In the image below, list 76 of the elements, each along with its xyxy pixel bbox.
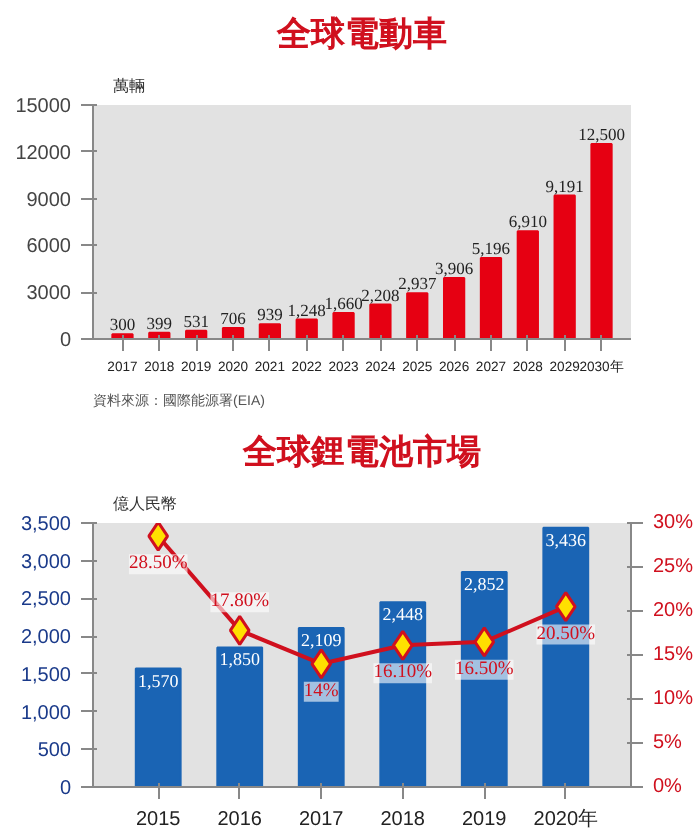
data-label: 1,850 bbox=[219, 649, 261, 670]
point bbox=[554, 591, 577, 623]
data-label: 1,248 bbox=[287, 299, 326, 320]
y-tick-label: 1,500 bbox=[20, 664, 72, 687]
data-label: 9,191 bbox=[545, 175, 584, 196]
data-label: 5,196 bbox=[471, 237, 511, 258]
y-tick-label: 0 bbox=[59, 330, 72, 352]
y2-tick-label: 15% bbox=[653, 644, 694, 666]
data-label: 300 bbox=[109, 314, 136, 335]
point bbox=[228, 614, 251, 646]
x-tick-label: 2016 bbox=[217, 809, 263, 831]
data-label: 939 bbox=[257, 304, 283, 325]
data-label: 17.80% bbox=[210, 592, 270, 613]
y-tick-label: 12000 bbox=[15, 142, 72, 165]
data-label: 1,660 bbox=[324, 293, 363, 314]
y2-tick-label: 5% bbox=[653, 732, 683, 754]
bar bbox=[479, 256, 503, 339]
bar bbox=[295, 318, 318, 339]
y-tick-label: 3,000 bbox=[20, 551, 72, 574]
data-label: 3,436 bbox=[545, 529, 588, 550]
point bbox=[391, 629, 414, 661]
y2-tick-label: 0% bbox=[653, 776, 683, 798]
bar bbox=[216, 646, 264, 787]
data-label: 2,109 bbox=[300, 629, 343, 650]
y2-tick-label: 25% bbox=[653, 556, 694, 578]
point bbox=[147, 523, 170, 552]
bar bbox=[553, 194, 576, 339]
y-axis-title: 億人民幣 bbox=[113, 495, 177, 513]
y-axis-title: 萬輛 bbox=[113, 77, 145, 95]
point bbox=[310, 648, 333, 680]
chart-title: 全球鋰電池市場 bbox=[241, 433, 481, 471]
bar bbox=[369, 303, 392, 339]
data-label: 20.50% bbox=[536, 624, 596, 645]
data-label: 706 bbox=[220, 307, 246, 328]
y-tick-label: 15000 bbox=[15, 96, 72, 118]
data-label: 16.10% bbox=[373, 663, 433, 684]
y-tick-label: 6000 bbox=[26, 236, 72, 259]
x-tick-label: 2017 bbox=[299, 809, 345, 831]
point bbox=[473, 626, 496, 658]
x-tick-label: 2018 bbox=[380, 809, 426, 831]
y-tick-label: 0 bbox=[59, 778, 72, 800]
data-label: 3,906 bbox=[435, 258, 474, 279]
y-tick-label: 1,000 bbox=[20, 702, 72, 725]
bar bbox=[516, 230, 539, 339]
y-tick-label: 3000 bbox=[26, 283, 72, 306]
y-tick-label: 2,000 bbox=[20, 627, 72, 650]
data-label: 1,570 bbox=[137, 670, 180, 691]
x-tick-label: 2020年 bbox=[533, 807, 599, 831]
x-tick-label: 2015 bbox=[135, 809, 182, 831]
data-label: 16.50% bbox=[454, 659, 514, 680]
bar bbox=[258, 323, 282, 339]
y-tick-label: 2,500 bbox=[20, 589, 72, 612]
data-label: 2,208 bbox=[361, 284, 400, 305]
y-tick-label: 9000 bbox=[26, 189, 72, 212]
x-tick-label: 2019 bbox=[462, 809, 508, 831]
y2-tick-label: 20% bbox=[653, 600, 694, 622]
bar bbox=[590, 143, 613, 339]
data-label: 399 bbox=[146, 312, 173, 333]
bar bbox=[297, 626, 345, 787]
data-label: 2,852 bbox=[464, 573, 505, 594]
bar bbox=[406, 292, 429, 339]
data-label: 2,448 bbox=[382, 604, 425, 625]
bar bbox=[134, 667, 182, 787]
data-label: 14% bbox=[303, 681, 339, 702]
y2-tick-label: 10% bbox=[653, 688, 694, 710]
data-label: 28.50% bbox=[128, 554, 188, 575]
bar bbox=[442, 277, 466, 339]
y-tick-label: 500 bbox=[37, 740, 72, 763]
data-label: 6,910 bbox=[508, 211, 547, 232]
chart-title: 全球電動車 bbox=[275, 15, 447, 53]
y-tick-label: 3,500 bbox=[20, 514, 72, 536]
bar bbox=[332, 312, 355, 339]
data-label: 2,937 bbox=[398, 273, 437, 294]
y2-tick-label: 30% bbox=[653, 512, 694, 534]
data-label: 531 bbox=[183, 310, 209, 331]
data-label: 12,500 bbox=[578, 124, 625, 144]
